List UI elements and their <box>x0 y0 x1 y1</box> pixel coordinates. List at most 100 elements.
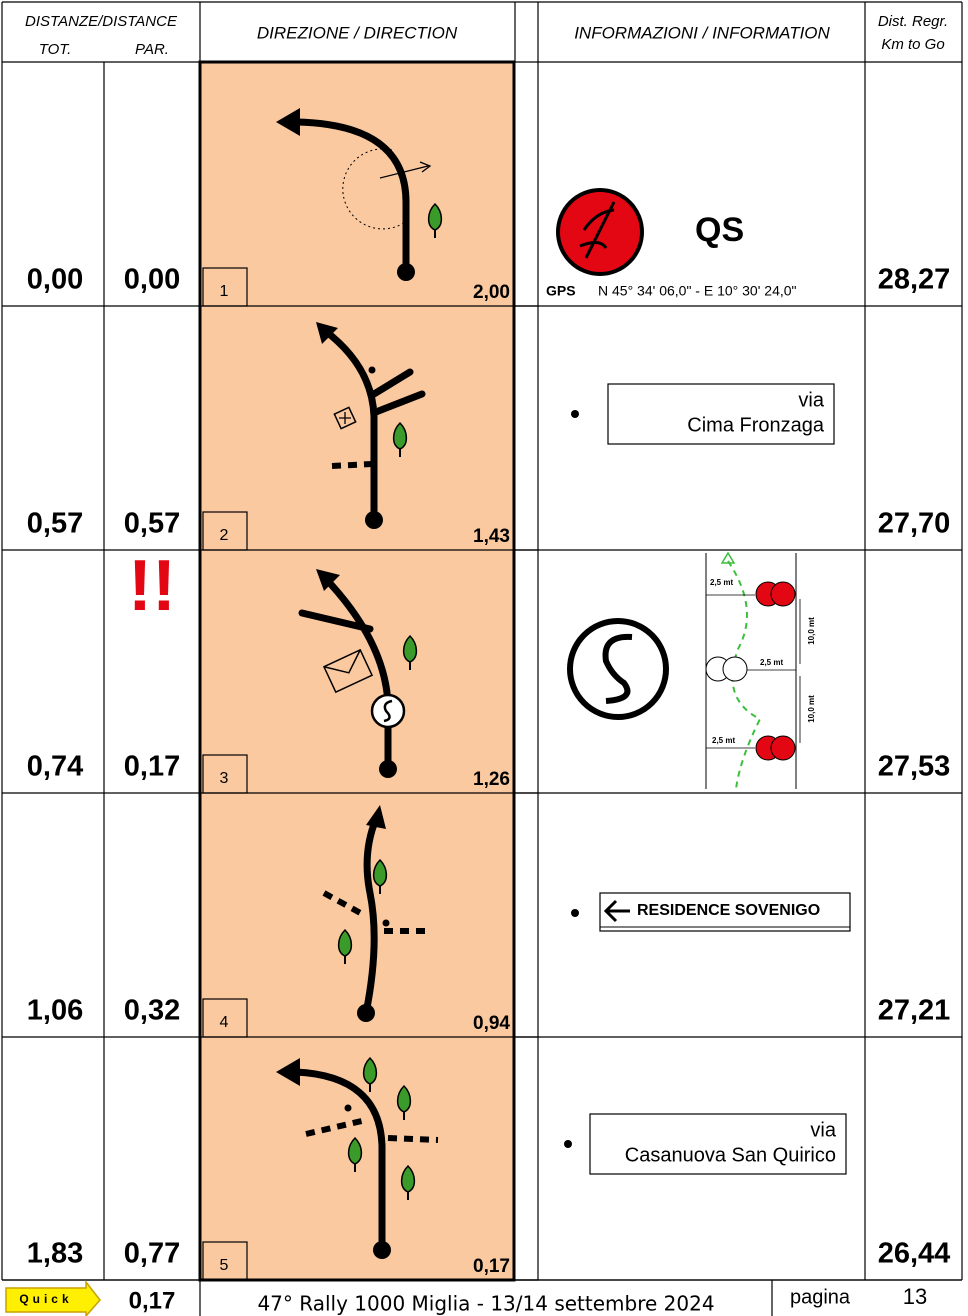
diagram-label: 10,0 mt <box>807 695 816 723</box>
shape <box>722 656 748 682</box>
header-tot: TOT. <box>39 41 72 58</box>
row-3-drawings: !! 2,5 mt 10,0 mt 2,5 mt 10,0 mt 2,5 mt <box>128 546 816 790</box>
partial-distance-col: 0,57 <box>124 508 180 540</box>
shape <box>379 760 397 778</box>
shape <box>339 412 351 424</box>
footer-title: 47° Rally 1000 Miglia - 13/14 settembre … <box>257 1292 714 1316</box>
total-distance: 0,00 <box>27 264 83 296</box>
partial-distance: 0,94 <box>473 1013 510 1034</box>
partial-distance: 1,43 <box>473 526 510 547</box>
sign-line: RESIDENCE SOVENIGO <box>637 902 820 919</box>
row: 2 1,43 0,57 0,57 27,70 <box>2 508 962 551</box>
diagram-label: 2,5 mt <box>760 658 783 667</box>
header-direction: DIREZIONE / DIRECTION <box>257 23 458 42</box>
row-number: 3 <box>220 770 229 787</box>
shape <box>720 551 736 564</box>
shape <box>362 815 380 1017</box>
row-number: 1 <box>220 283 229 300</box>
shape <box>382 919 390 927</box>
shape <box>366 805 386 829</box>
shape <box>567 618 669 720</box>
diagram-label: 10,0 mt <box>807 617 816 645</box>
shape <box>368 366 376 374</box>
diagram-label: 2,5 mt <box>710 578 733 587</box>
row-5-drawings: via Casanuova San Quirico <box>276 1057 847 1259</box>
row-1-drawings: QS GPS N 45° 34' 06,0" - E 10° 30' 24,0" <box>276 108 797 299</box>
diagram-label: 2,5 mt <box>712 736 735 745</box>
footer: Quick 0,17 47° Rally 1000 Miglia - 13/14… <box>2 1279 962 1316</box>
shape <box>365 511 383 529</box>
shape <box>599 892 851 932</box>
km-to-go: 27,70 <box>878 508 951 540</box>
sign-line: Cima Fronzaga <box>687 414 825 436</box>
total-distance: 1,06 <box>27 995 83 1027</box>
total-distance: 1,83 <box>27 1238 83 1270</box>
partial-distance-col: 0,32 <box>124 995 180 1027</box>
shape <box>276 108 300 136</box>
shape <box>571 909 579 917</box>
gps: N 45° 34' 06,0" - E 10° 30' 24,0" <box>598 283 797 299</box>
km-to-go: 27,21 <box>878 995 951 1027</box>
sign-line: via <box>798 389 824 411</box>
direction-column <box>198 60 516 1282</box>
shape <box>344 1104 352 1112</box>
header: DISTANZE/DISTANCE TOT. PAR. DIREZIONE / … <box>1 1 963 1280</box>
quick-distance: 0,17 <box>129 1287 176 1314</box>
shape <box>316 569 340 591</box>
shape <box>316 322 338 344</box>
km-to-go: 26,44 <box>878 1238 951 1270</box>
shape <box>342 148 409 230</box>
row-4-drawings: RESIDENCE SOVENIGO <box>322 805 851 1022</box>
quick-label: Quick <box>19 1292 72 1306</box>
shape <box>607 383 835 445</box>
shape <box>387 1135 439 1143</box>
shape <box>770 581 796 607</box>
partial-distance: 2,00 <box>473 282 510 303</box>
shape <box>603 899 630 923</box>
header-par: PAR. <box>135 41 169 58</box>
shape <box>322 648 374 694</box>
partial-distance: 0,17 <box>473 1256 510 1277</box>
partial-distance: 1,26 <box>473 769 510 790</box>
shape <box>333 406 357 430</box>
row: 1 2,00 0,00 0,00 28,27 <box>2 264 962 307</box>
row-number: 5 <box>220 1257 229 1274</box>
header-km: Km to Go <box>881 36 944 53</box>
partial-distance-col: 0,00 <box>124 264 180 296</box>
row: 5 0,17 1,83 0,77 26,44 <box>2 1238 962 1281</box>
rows: 1 2,00 0,00 0,00 28,27 2 1,43 0,57 0,57 27,70 3 1,2… <box>2 264 962 1281</box>
page-number: 13 <box>903 1284 927 1309</box>
shape <box>370 693 406 729</box>
row-number: 4 <box>220 1014 229 1031</box>
shape <box>276 1058 300 1086</box>
header-information: INFORMAZIONI / INFORMATION <box>574 23 830 42</box>
shape <box>373 1241 391 1259</box>
shape <box>5 1279 101 1316</box>
number-box <box>202 511 248 551</box>
shape <box>379 161 432 179</box>
km-to-go: 27,53 <box>878 751 951 783</box>
shape <box>298 609 374 633</box>
shape <box>357 1004 375 1022</box>
shape <box>322 890 366 918</box>
header-regr: Dist. Regr. <box>878 13 948 30</box>
shape <box>383 699 393 723</box>
number-box <box>202 267 248 307</box>
sign-line: Casanuova San Quirico <box>625 1144 836 1166</box>
total-distance: 0,57 <box>27 508 83 540</box>
shape <box>397 263 415 281</box>
row-2-drawings: via Cima Fronzaga <box>316 322 835 529</box>
shape <box>564 1140 572 1148</box>
warning: !! <box>128 546 176 626</box>
partial-distance-col: 0,17 <box>124 751 180 783</box>
shape <box>770 735 796 761</box>
shape <box>322 648 374 694</box>
number-box <box>202 998 248 1038</box>
shape <box>331 461 373 469</box>
total-distance: 0,74 <box>27 751 83 783</box>
km-to-go: 28,27 <box>878 264 951 296</box>
number-box <box>202 754 248 794</box>
shape <box>571 410 579 418</box>
